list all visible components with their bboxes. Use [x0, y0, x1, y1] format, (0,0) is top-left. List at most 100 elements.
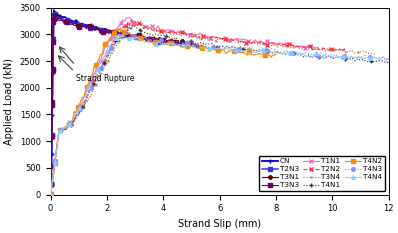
Y-axis label: Applied Load (kN): Applied Load (kN): [4, 58, 14, 145]
Line: T3N1: T3N1: [49, 11, 193, 186]
T2N2: [131, 18, 135, 21]
X-axis label: Strand Slip (mm): Strand Slip (mm): [178, 219, 261, 229]
T2N3: [159, 40, 164, 43]
CN: [185, 44, 190, 46]
T4N1: [131, 24, 135, 26]
T3N1: [51, 12, 56, 15]
T2N2: [48, 192, 53, 195]
T4N4: [373, 56, 378, 59]
T4N2: [101, 49, 105, 52]
T2N3: [173, 42, 178, 45]
T3N1: [51, 18, 55, 21]
T2N2: [104, 55, 109, 57]
T4N2: [118, 27, 123, 30]
T4N1: [373, 60, 378, 63]
T2N2: [344, 52, 349, 55]
T2N3: [64, 19, 69, 21]
T3N3: [195, 44, 199, 46]
T3N4: [57, 129, 61, 132]
T1N1: [101, 53, 105, 56]
T4N3: [96, 72, 100, 75]
T4N4: [97, 64, 102, 67]
Line: T4N3: T4N3: [49, 29, 390, 196]
T3N1: [159, 39, 164, 41]
T3N1: [64, 20, 68, 23]
Line: T2N2: T2N2: [49, 17, 348, 196]
T1N1: [316, 47, 320, 50]
T2N3: [189, 43, 194, 46]
CN: [203, 46, 208, 48]
T1N1: [107, 40, 111, 42]
T1N1: [57, 130, 61, 133]
T4N3: [386, 57, 391, 60]
T4N1: [48, 193, 53, 196]
T4N4: [92, 75, 97, 77]
Line: T3N3: T3N3: [49, 14, 199, 186]
T2N3: [52, 12, 57, 15]
T4N3: [373, 56, 378, 59]
CN: [195, 45, 200, 47]
CN: [48, 182, 53, 185]
T2N2: [57, 129, 61, 132]
CN: [66, 17, 70, 20]
CN: [51, 14, 56, 17]
T4N2: [95, 61, 100, 64]
T3N1: [182, 42, 187, 45]
T4N4: [57, 129, 61, 131]
T4N3: [57, 130, 61, 133]
T3N1: [173, 39, 178, 42]
T1N1: [49, 190, 53, 192]
CN: [81, 23, 86, 25]
T4N3: [107, 51, 111, 53]
T4N3: [48, 193, 53, 196]
T3N3: [51, 14, 56, 17]
T2N2: [99, 68, 103, 70]
T2N3: [78, 24, 83, 27]
T1N1: [48, 192, 53, 195]
T3N3: [187, 42, 192, 45]
T3N4: [139, 21, 143, 24]
T3N1: [189, 42, 194, 45]
T3N3: [79, 25, 84, 28]
Line: T2N3: T2N3: [49, 11, 193, 186]
T4N1: [57, 129, 61, 132]
T4N1: [99, 69, 103, 72]
Line: CN: CN: [48, 8, 208, 186]
T3N3: [163, 40, 168, 43]
Line: T3N4: T3N4: [50, 22, 375, 195]
T4N2: [266, 54, 271, 56]
T3N4: [101, 67, 106, 70]
T3N4: [115, 43, 119, 46]
T4N4: [117, 33, 121, 36]
T4N4: [48, 193, 53, 196]
T2N3: [51, 17, 56, 20]
T1N1: [306, 44, 311, 47]
T2N3: [48, 182, 53, 185]
Legend: CN, T2N3, T3N1, T3N3, T1N1, T2N2, T3N4, T4N1, T4N2, T4N3, T4N4: CN, T2N3, T3N1, T3N3, T1N1, T2N2, T3N4, …: [259, 156, 385, 191]
T4N1: [386, 61, 391, 64]
T4N3: [126, 29, 131, 32]
T4N4: [386, 58, 391, 61]
T3N4: [49, 191, 53, 194]
CN: [51, 9, 56, 12]
T3N4: [372, 53, 377, 56]
T3N4: [107, 56, 112, 59]
T4N2: [273, 53, 278, 56]
T3N3: [48, 182, 53, 185]
T4N4: [49, 190, 53, 193]
T4N1: [49, 189, 53, 192]
T1N1: [127, 16, 132, 19]
T2N3: [182, 42, 187, 45]
T3N3: [178, 42, 183, 45]
T3N3: [51, 20, 56, 23]
T3N4: [360, 50, 365, 53]
T3N3: [64, 21, 69, 24]
T4N2: [48, 192, 53, 195]
Line: T1N1: T1N1: [49, 15, 320, 196]
T2N2: [111, 43, 115, 46]
T4N2: [49, 188, 53, 191]
T2N2: [49, 187, 53, 190]
T3N1: [78, 23, 82, 25]
T2N2: [333, 48, 338, 51]
Line: T4N4: T4N4: [49, 32, 390, 196]
